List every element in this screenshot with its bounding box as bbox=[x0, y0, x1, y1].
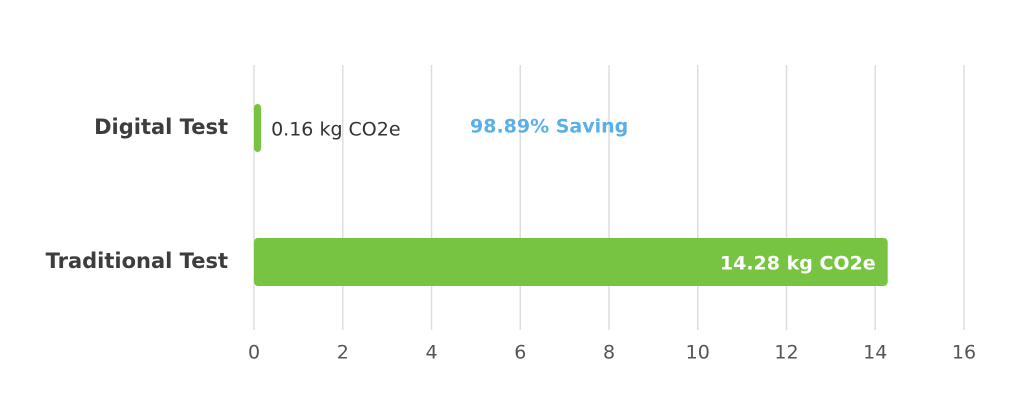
value-label: 14.28 kg CO2e bbox=[720, 253, 876, 275]
value-label: 0.16 kg CO2e bbox=[271, 119, 400, 141]
bar bbox=[254, 238, 888, 286]
x-tick-label: 2 bbox=[337, 342, 349, 364]
x-tick-label: 6 bbox=[514, 342, 526, 364]
x-tick-label: 12 bbox=[774, 342, 798, 364]
x-tick-label: 4 bbox=[425, 342, 437, 364]
x-tick-label: 0 bbox=[248, 342, 260, 364]
x-tick-label: 10 bbox=[686, 342, 710, 364]
x-tick-label: 14 bbox=[863, 342, 887, 364]
x-tick-label: 8 bbox=[603, 342, 615, 364]
x-tick-label: 16 bbox=[952, 342, 976, 364]
bar bbox=[254, 104, 262, 152]
saving-annotation: 98.89% Saving bbox=[470, 116, 628, 138]
category-label: Digital Test bbox=[94, 115, 228, 139]
category-label: Traditional Test bbox=[46, 249, 228, 273]
